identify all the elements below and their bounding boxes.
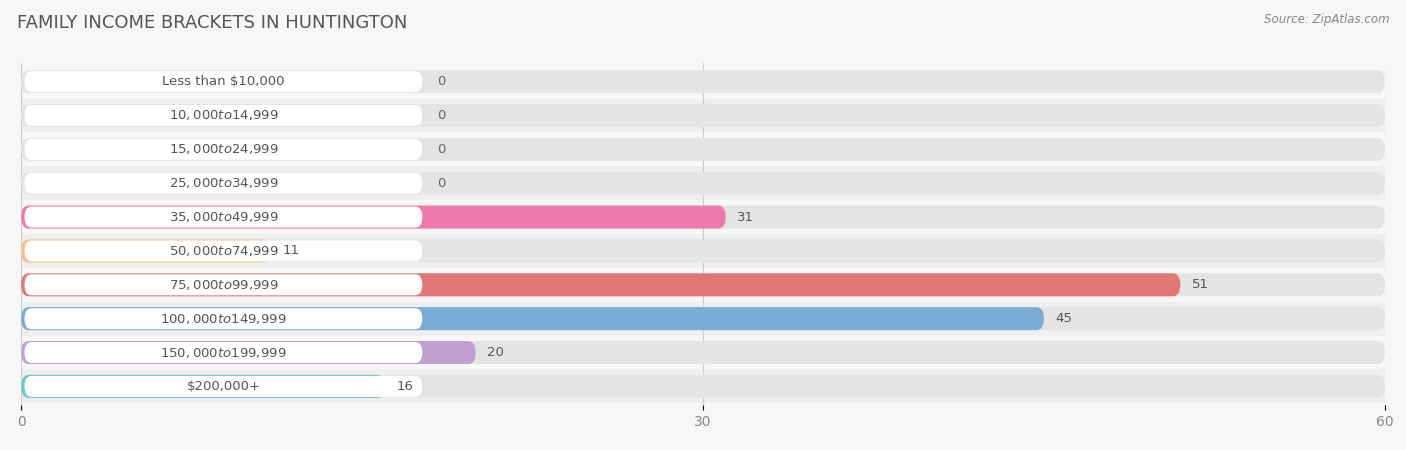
FancyBboxPatch shape [21,273,1385,296]
Text: $50,000 to $74,999: $50,000 to $74,999 [169,244,278,258]
FancyBboxPatch shape [21,375,385,398]
FancyBboxPatch shape [24,173,422,194]
Text: 51: 51 [1192,278,1209,291]
Text: $35,000 to $49,999: $35,000 to $49,999 [169,210,278,224]
FancyBboxPatch shape [24,240,422,261]
Text: 31: 31 [737,211,754,224]
Text: 16: 16 [396,380,413,393]
FancyBboxPatch shape [21,206,1385,229]
Text: $75,000 to $99,999: $75,000 to $99,999 [169,278,278,292]
FancyBboxPatch shape [21,336,1385,369]
Text: Less than $10,000: Less than $10,000 [162,75,284,88]
Text: FAMILY INCOME BRACKETS IN HUNTINGTON: FAMILY INCOME BRACKETS IN HUNTINGTON [17,14,408,32]
FancyBboxPatch shape [21,239,1385,262]
FancyBboxPatch shape [24,105,422,126]
FancyBboxPatch shape [21,239,271,262]
Text: $200,000+: $200,000+ [187,380,260,393]
Text: $10,000 to $14,999: $10,000 to $14,999 [169,108,278,122]
Text: 0: 0 [437,75,446,88]
FancyBboxPatch shape [21,172,1385,195]
FancyBboxPatch shape [24,71,422,92]
FancyBboxPatch shape [21,70,1385,93]
Text: 11: 11 [283,244,299,257]
Text: $100,000 to $149,999: $100,000 to $149,999 [160,312,287,326]
FancyBboxPatch shape [21,302,1385,336]
FancyBboxPatch shape [21,65,1385,99]
FancyBboxPatch shape [21,307,1385,330]
FancyBboxPatch shape [21,268,1385,302]
FancyBboxPatch shape [21,341,1385,364]
FancyBboxPatch shape [24,308,422,329]
FancyBboxPatch shape [21,369,1385,403]
FancyBboxPatch shape [21,341,475,364]
Text: $150,000 to $199,999: $150,000 to $199,999 [160,346,287,360]
FancyBboxPatch shape [21,99,1385,132]
FancyBboxPatch shape [21,234,1385,268]
FancyBboxPatch shape [21,138,1385,161]
FancyBboxPatch shape [21,307,1043,330]
Text: $15,000 to $24,999: $15,000 to $24,999 [169,142,278,156]
FancyBboxPatch shape [24,274,422,295]
FancyBboxPatch shape [21,166,1385,200]
FancyBboxPatch shape [24,376,422,397]
FancyBboxPatch shape [21,273,1181,296]
Text: 0: 0 [437,143,446,156]
Text: 45: 45 [1056,312,1073,325]
FancyBboxPatch shape [24,207,422,228]
Text: Source: ZipAtlas.com: Source: ZipAtlas.com [1264,14,1389,27]
FancyBboxPatch shape [21,200,1385,234]
Text: $25,000 to $34,999: $25,000 to $34,999 [169,176,278,190]
Text: 0: 0 [437,177,446,190]
FancyBboxPatch shape [24,139,422,160]
FancyBboxPatch shape [24,342,422,363]
FancyBboxPatch shape [21,206,725,229]
Text: 20: 20 [486,346,503,359]
FancyBboxPatch shape [21,104,1385,127]
Text: 0: 0 [437,109,446,122]
FancyBboxPatch shape [21,375,1385,398]
FancyBboxPatch shape [21,132,1385,166]
